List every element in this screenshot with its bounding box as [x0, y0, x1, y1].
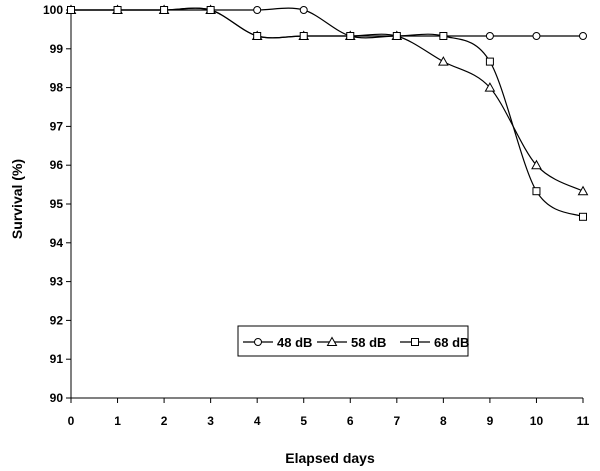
y-tick-label: 94	[50, 236, 64, 250]
x-axis-ticks: 0 1 2 3 4 5 6 7 8 9 10 11	[68, 398, 590, 428]
y-tick-label: 92	[50, 313, 64, 327]
x-tick-label: 8	[440, 414, 447, 428]
legend-label: 68 dB	[434, 335, 469, 350]
legend-marker-circle	[254, 338, 262, 346]
series-triangle	[65, 4, 589, 196]
data-point-circle	[253, 6, 262, 14]
y-tick-label: 99	[50, 42, 64, 56]
data-point-square	[113, 6, 122, 14]
y-tick-label: 97	[50, 119, 64, 133]
data-point-square	[532, 187, 541, 196]
data-point-triangle	[577, 185, 589, 196]
legend-marker-square	[411, 338, 419, 346]
data-point-square	[299, 31, 308, 40]
data-point-circle	[485, 31, 494, 40]
x-tick-label: 3	[207, 414, 214, 428]
x-tick-label: 9	[487, 414, 494, 428]
y-tick-label: 93	[50, 275, 64, 289]
x-tick-label: 11	[577, 414, 590, 428]
data-point-triangle	[438, 56, 449, 66]
data-point-triangle	[531, 159, 542, 170]
data-point-circle	[299, 6, 308, 14]
data-point-square	[160, 6, 169, 14]
data-point-square	[485, 57, 494, 66]
y-tick-label: 91	[50, 352, 64, 366]
legend-label: 48 dB	[277, 335, 312, 350]
x-tick-label: 2	[161, 414, 168, 428]
data-point-square	[579, 212, 587, 221]
legend-marker-triangle	[326, 336, 338, 346]
legend-entry: 58 dB	[317, 335, 386, 350]
y-tick-label: 90	[50, 391, 64, 405]
y-tick-label: 100	[43, 3, 63, 17]
data-point-square	[253, 31, 262, 40]
series-square	[67, 6, 587, 221]
data-point-square	[392, 31, 401, 40]
legend-entry: 48 dB	[243, 335, 312, 350]
series-circle	[67, 6, 587, 40]
x-tick-label: 5	[300, 414, 307, 428]
y-axis-ticks: 90 91 92 93 94 95 96 97 98 99 100	[43, 3, 71, 405]
y-tick-label: 95	[50, 197, 64, 211]
data-point-square	[206, 6, 215, 14]
x-tick-label: 6	[347, 414, 354, 428]
x-tick-label: 10	[530, 414, 544, 428]
x-tick-label: 7	[393, 414, 400, 428]
series-line	[70, 7, 583, 39]
legend-label: 58 dB	[351, 335, 386, 350]
y-axis-title: Survival (%)	[9, 159, 25, 239]
y-tick-label: 96	[50, 158, 64, 172]
legend: 48 dB 58 dB 68 dB	[237, 325, 469, 357]
data-point-circle	[579, 31, 587, 40]
x-tick-label: 4	[254, 414, 261, 428]
legend-entry: 68 dB	[400, 335, 469, 350]
data-point-square	[67, 6, 75, 14]
series-layer	[65, 4, 589, 221]
legend-box	[237, 325, 469, 357]
x-tick-label: 0	[68, 414, 75, 428]
data-point-circle	[532, 31, 541, 40]
data-point-triangle	[484, 82, 496, 92]
data-point-square	[346, 31, 355, 40]
x-tick-label: 1	[114, 414, 121, 428]
data-point-square	[439, 31, 448, 40]
y-tick-label: 98	[50, 81, 64, 95]
x-axis-title: Elapsed days	[285, 450, 375, 466]
